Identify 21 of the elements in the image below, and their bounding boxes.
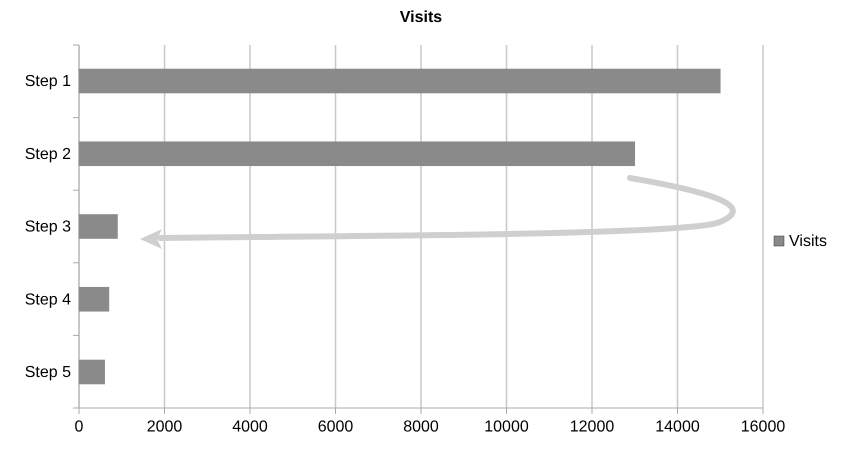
y-tick-label: Step 2 [24,146,72,163]
x-tick-label: 10000 [484,418,529,436]
x-tick-label: 8000 [403,418,439,436]
x-tick-label: 0 [74,418,84,436]
y-tick-label: Step 4 [24,291,72,308]
x-tick-label: 16000 [740,418,786,436]
x-tick-label: 2000 [146,418,182,436]
x-tick-label: 14000 [655,418,700,436]
x-tick-label: 4000 [232,418,268,436]
x-tick-label: 12000 [570,418,614,436]
y-tick-label: Step 5 [24,364,72,382]
bar [78,214,118,239]
y-tick-label: Step 3 [24,218,72,236]
bar [78,360,105,384]
bar [78,286,110,312]
chart-title: Visits [400,9,442,26]
bar [78,68,721,94]
x-tick-label: 6000 [318,418,354,436]
y-tick-label: Step 1 [24,73,72,90]
bar [78,141,636,166]
legend-label: Visits [789,233,827,250]
